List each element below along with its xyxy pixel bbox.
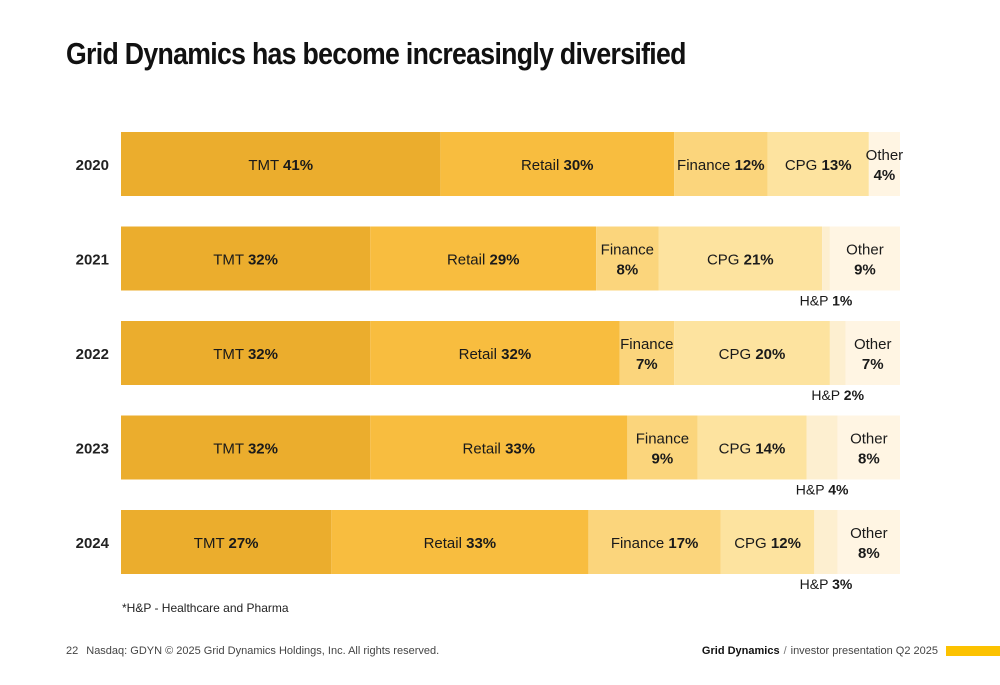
bar-cpg-2023 xyxy=(697,415,807,480)
bar-finance-2020 xyxy=(674,132,768,196)
bar-cpg-2021 xyxy=(658,226,823,291)
bar-finance-2023 xyxy=(627,415,698,480)
bar-retail-2022 xyxy=(370,321,620,385)
data-label-finance-2023: Finance 9% xyxy=(636,431,689,468)
year-label-2020: 2020 xyxy=(76,157,109,174)
bar-other-2021 xyxy=(829,226,900,291)
data-label-tmt-2023: TMT 32% xyxy=(213,441,278,458)
data-label-retail-2021: Retail 29% xyxy=(447,252,520,269)
bar-retail-2020 xyxy=(440,132,675,196)
bar-other-2020 xyxy=(868,132,900,196)
footer-left: 22 Nasdaq: GDYN © 2025 Grid Dynamics Hold… xyxy=(66,645,439,657)
data-label-tmt-2022: TMT 32% xyxy=(213,346,278,363)
data-label-finance-2020: Finance 12% xyxy=(677,157,765,174)
bar-h-p-2024 xyxy=(814,510,838,574)
bar-other-2023 xyxy=(837,415,900,480)
bar-tmt-2020 xyxy=(121,132,441,196)
data-label-retail-2020: Retail 30% xyxy=(521,157,594,174)
data-label-h-p-2021: H&P 1% xyxy=(800,293,853,309)
data-label-other-2022: Other 7% xyxy=(854,336,892,373)
year-label-2021: 2021 xyxy=(76,252,109,269)
data-label-h-p-2024: H&P 3% xyxy=(800,576,853,592)
accent-bar xyxy=(946,646,1000,656)
page-title: Grid Dynamics has become increasingly di… xyxy=(66,36,686,71)
bar-finance-2024 xyxy=(588,510,721,574)
data-label-cpg-2023: CPG 14% xyxy=(719,441,786,458)
bar-retail-2021 xyxy=(370,226,597,291)
data-label-retail-2022: Retail 32% xyxy=(459,346,532,363)
footer-brand: Grid Dynamics xyxy=(701,645,780,657)
footer-separator: / xyxy=(783,645,787,657)
data-label-cpg-2021: CPG 21% xyxy=(707,252,774,269)
bar-tmt-2022 xyxy=(121,321,371,385)
data-label-other-2020: Other 4% xyxy=(866,147,904,184)
bar-finance-2021 xyxy=(596,226,659,291)
data-label-other-2021: Other 9% xyxy=(846,242,884,279)
page-number: 22 xyxy=(66,645,79,657)
bar-tmt-2021 xyxy=(121,226,371,291)
data-label-finance-2024: Finance 17% xyxy=(611,535,699,552)
bar-h-p-2023 xyxy=(806,415,838,480)
footnote: *H&P - Healthcare and Pharma xyxy=(122,601,289,615)
bar-tmt-2023 xyxy=(121,415,371,480)
bar-h-p-2021 xyxy=(822,226,830,291)
data-label-other-2024: Other 8% xyxy=(850,525,888,562)
bar-retail-2024 xyxy=(331,510,589,574)
copyright-text: Nasdaq: GDYN © 2025 Grid Dynamics Holdin… xyxy=(86,645,440,657)
data-label-h-p-2022: H&P 2% xyxy=(811,387,864,403)
footer-presentation: investor presentation Q2 2025 xyxy=(790,645,938,657)
year-label-2024: 2024 xyxy=(76,535,110,552)
bar-tmt-2024 xyxy=(121,510,332,574)
footer-right: Grid Dynamics / investor presentation Q2 2… xyxy=(702,645,938,657)
data-label-cpg-2022: CPG 20% xyxy=(719,346,786,363)
bar-finance-2022 xyxy=(619,321,675,385)
bar-other-2024 xyxy=(837,510,900,574)
data-label-tmt-2024: TMT 27% xyxy=(194,535,259,552)
year-label-2022: 2022 xyxy=(76,346,109,363)
data-label-other-2023: Other 8% xyxy=(850,431,888,468)
data-label-tmt-2021: TMT 32% xyxy=(213,252,278,269)
bar-cpg-2022 xyxy=(674,321,830,385)
bar-cpg-2020 xyxy=(767,132,869,196)
bar-other-2022 xyxy=(845,321,900,385)
bar-retail-2023 xyxy=(370,415,628,480)
data-label-finance-2022: Finance 7% xyxy=(620,336,673,373)
data-label-finance-2021: Finance 8% xyxy=(601,242,654,279)
data-label-retail-2024: Retail 33% xyxy=(424,535,497,552)
bar-h-p-2022 xyxy=(829,321,846,385)
data-label-h-p-2023: H&P 4% xyxy=(796,482,849,498)
bar-cpg-2024 xyxy=(720,510,815,574)
data-label-cpg-2024: CPG 12% xyxy=(734,535,801,552)
data-label-tmt-2020: TMT 41% xyxy=(248,157,313,174)
data-label-cpg-2020: CPG 13% xyxy=(785,157,852,174)
data-label-retail-2023: Retail 33% xyxy=(463,441,536,458)
year-label-2023: 2023 xyxy=(76,441,109,458)
